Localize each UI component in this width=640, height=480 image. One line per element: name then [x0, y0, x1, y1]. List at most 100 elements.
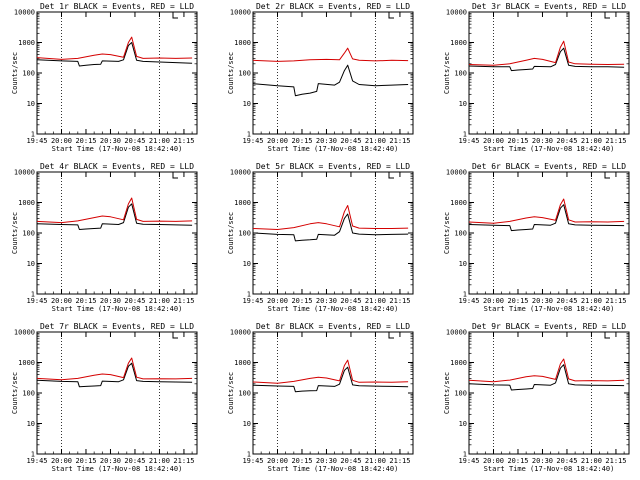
y-tick-label: 10	[459, 420, 467, 428]
panel-title: Det 1r BLACK = Events, RED = LLD	[40, 2, 194, 11]
x-tick-label: 20:45	[124, 457, 145, 465]
x-tick-label: 20:00	[267, 457, 288, 465]
y-tick-label: 10000	[230, 169, 251, 177]
x-tick-label: 21:15	[605, 137, 626, 145]
series-events-line	[252, 64, 409, 97]
x-tick-label: 20:45	[556, 297, 577, 305]
panel-title: Det 5r BLACK = Events, RED = LLD	[256, 162, 410, 171]
y-tick-label: 1000	[18, 199, 35, 207]
y-tick-label: 1	[463, 451, 467, 459]
series-events-line	[468, 364, 625, 391]
y-tick-label: 10000	[14, 329, 35, 337]
corner-marker	[172, 12, 178, 19]
x-tick-label: 19:45	[26, 457, 47, 465]
x-tick-label: 19:45	[242, 457, 263, 465]
series-lld-line	[36, 197, 193, 224]
panel-title: Det 4r BLACK = Events, RED = LLD	[40, 162, 194, 171]
x-axis-label: Start Time (17-Nov-08 18:42:40)	[52, 305, 183, 313]
x-tick-label: 20:15	[507, 297, 528, 305]
corner-marker	[388, 12, 394, 19]
y-tick-label: 10	[459, 100, 467, 108]
y-axis-label: Counts/sec	[227, 372, 235, 414]
y-axis-label: Counts/sec	[443, 212, 451, 254]
series-lld-line	[468, 40, 625, 66]
panel-title: Det 2r BLACK = Events, RED = LLD	[256, 2, 410, 11]
series-events-line	[252, 366, 409, 393]
x-tick-label: 19:45	[458, 457, 479, 465]
series-lld-line	[252, 47, 409, 62]
x-tick-label: 21:15	[389, 297, 410, 305]
plot-frame	[36, 331, 198, 455]
y-tick-label: 10	[459, 260, 467, 268]
corner-marker	[172, 332, 178, 339]
x-tick-label: 20:45	[340, 137, 361, 145]
y-axis-label: Counts/sec	[11, 372, 19, 414]
plot-frame	[468, 171, 630, 295]
x-tick-label: 20:00	[483, 137, 504, 145]
series-lld-line	[468, 358, 625, 383]
chart-panel-4: Det 4r BLACK = Events, RED = LLD 1 10 100 10…	[11, 162, 198, 313]
x-tick-label: 21:00	[149, 297, 170, 305]
plot-frame	[36, 171, 198, 295]
chart-panel-1: Det 1r BLACK = Events, RED = LLD 1 10 100 10…	[11, 2, 198, 153]
y-tick-label: 100	[454, 390, 467, 398]
x-tick-label: 21:15	[173, 457, 194, 465]
y-axis-label: Counts/sec	[443, 372, 451, 414]
x-tick-label: 21:00	[149, 457, 170, 465]
series-lld-line	[36, 36, 193, 60]
x-tick-label: 21:00	[581, 137, 602, 145]
x-tick-label: 19:45	[26, 297, 47, 305]
series-events-line	[36, 203, 193, 230]
panel-title: Det 7r BLACK = Events, RED = LLD	[40, 322, 194, 331]
x-tick-label: 21:15	[173, 137, 194, 145]
x-tick-label: 19:45	[242, 137, 263, 145]
y-tick-label: 10000	[14, 169, 35, 177]
x-tick-label: 20:15	[291, 457, 312, 465]
y-tick-label: 10	[243, 260, 251, 268]
y-tick-label: 100	[238, 390, 251, 398]
x-tick-label: 21:00	[365, 297, 386, 305]
panel-title: Det 9r BLACK = Events, RED = LLD	[472, 322, 626, 331]
chart-panel-8: Det 8r BLACK = Events, RED = LLD 1 10 100 10…	[227, 322, 414, 473]
y-tick-label: 10	[243, 100, 251, 108]
chart-panel-3: Det 3r BLACK = Events, RED = LLD 1 10 100 10…	[443, 2, 630, 153]
x-tick-label: 20:45	[556, 137, 577, 145]
x-tick-label: 20:30	[316, 137, 337, 145]
x-axis-label: Start Time (17-Nov-08 18:42:40)	[268, 305, 399, 313]
x-tick-label: 21:15	[605, 457, 626, 465]
y-tick-label: 10	[27, 420, 35, 428]
series-events-line	[36, 362, 193, 388]
series-lld-line	[252, 205, 409, 230]
x-tick-label: 20:30	[316, 297, 337, 305]
plot-frame	[252, 171, 414, 295]
x-tick-label: 20:00	[51, 457, 72, 465]
x-tick-label: 20:15	[291, 137, 312, 145]
corner-marker	[388, 332, 394, 339]
y-tick-label: 1	[31, 451, 35, 459]
x-tick-label: 21:00	[581, 457, 602, 465]
y-tick-label: 1000	[18, 359, 35, 367]
x-tick-label: 19:45	[458, 137, 479, 145]
x-tick-label: 20:00	[267, 297, 288, 305]
x-tick-label: 20:30	[100, 297, 121, 305]
y-tick-label: 1	[247, 131, 251, 139]
x-tick-label: 19:45	[26, 137, 47, 145]
corner-marker	[388, 172, 394, 179]
series-events-line	[468, 204, 625, 232]
y-axis-label: Counts/sec	[227, 52, 235, 94]
chart-panel-6: Det 6r BLACK = Events, RED = LLD 1 10 100 10…	[443, 162, 630, 313]
y-tick-label: 1	[247, 451, 251, 459]
y-tick-label: 10	[27, 100, 35, 108]
y-tick-label: 100	[238, 230, 251, 238]
x-tick-label: 21:00	[365, 137, 386, 145]
y-tick-label: 1000	[234, 359, 251, 367]
plot-frame	[252, 331, 414, 455]
y-axis-label: Counts/sec	[11, 212, 19, 254]
x-axis-label: Start Time (17-Nov-08 18:42:40)	[52, 145, 183, 153]
x-tick-label: 20:00	[51, 297, 72, 305]
series-lld-line	[36, 357, 193, 381]
x-axis-label: Start Time (17-Nov-08 18:42:40)	[484, 465, 615, 473]
y-tick-label: 100	[22, 70, 35, 78]
y-tick-label: 10000	[446, 169, 467, 177]
chart-panel-5: Det 5r BLACK = Events, RED = LLD 1 10 100 10…	[227, 162, 414, 313]
